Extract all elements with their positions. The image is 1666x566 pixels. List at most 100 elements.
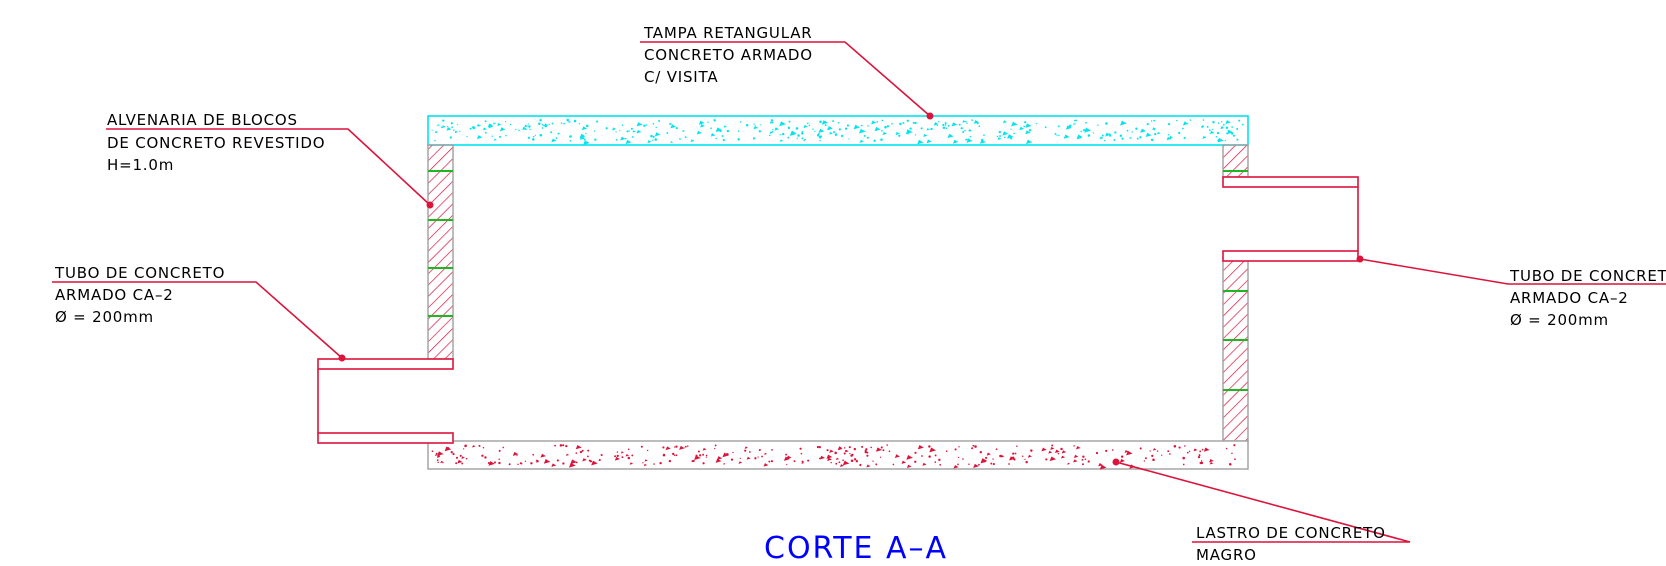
concrete-aggregate xyxy=(1097,124,1099,126)
concrete-aggregate xyxy=(675,445,678,448)
concrete-aggregate xyxy=(1087,134,1091,137)
concrete-aggregate xyxy=(979,451,982,454)
concrete-aggregate xyxy=(901,460,907,464)
concrete-aggregate xyxy=(905,129,913,135)
concrete-aggregate xyxy=(557,132,561,135)
concrete-aggregate xyxy=(763,463,769,467)
concrete-aggregate xyxy=(814,130,816,132)
concrete-aggregate xyxy=(1105,122,1108,125)
concrete-aggregate xyxy=(722,139,725,142)
concrete-aggregate xyxy=(1113,139,1116,141)
concrete-aggregate xyxy=(1182,463,1185,466)
concrete-aggregate xyxy=(455,456,459,459)
concrete-aggregate xyxy=(844,450,847,452)
concrete-aggregate xyxy=(895,131,900,136)
concrete-aggregate xyxy=(498,461,501,465)
concrete-aggregate xyxy=(707,121,709,123)
concrete-aggregate xyxy=(627,448,630,451)
concrete-aggregate xyxy=(1178,131,1181,135)
concrete-aggregate xyxy=(587,449,590,452)
concrete-aggregate xyxy=(978,463,980,466)
concrete-aggregate xyxy=(605,127,608,130)
concrete-aggregate xyxy=(818,133,820,135)
concrete-aggregate xyxy=(944,122,947,125)
concrete-aggregate xyxy=(1150,138,1154,142)
concrete-aggregate xyxy=(936,124,939,127)
concrete-aggregate xyxy=(525,128,527,131)
concrete-aggregate xyxy=(566,118,570,122)
concrete-aggregate xyxy=(1198,454,1201,457)
concrete-aggregate xyxy=(739,457,741,459)
concrete-aggregate xyxy=(933,122,938,126)
concrete-aggregate xyxy=(541,127,544,129)
concrete-aggregate xyxy=(1002,120,1008,124)
concrete-aggregate xyxy=(702,462,705,465)
concrete-aggregate xyxy=(1063,134,1070,139)
concrete-aggregate xyxy=(858,128,866,134)
concrete-aggregate xyxy=(793,460,796,463)
concrete-aggregate xyxy=(981,138,984,142)
concrete-aggregate xyxy=(459,130,461,132)
concrete-aggregate xyxy=(453,129,455,131)
lid-label-line3: C/ VISITA xyxy=(644,68,718,86)
concrete-aggregate xyxy=(801,137,804,140)
concrete-aggregate xyxy=(1233,444,1236,447)
concrete-aggregate xyxy=(1216,131,1220,135)
concrete-aggregate xyxy=(517,463,519,466)
concrete-aggregate xyxy=(1241,123,1244,126)
concrete-aggregate xyxy=(873,139,876,142)
concrete-aggregate xyxy=(1084,121,1087,124)
concrete-aggregate xyxy=(589,460,593,463)
concrete-aggregate xyxy=(1025,130,1031,135)
concrete-aggregate xyxy=(1176,119,1178,122)
concrete-aggregate xyxy=(1101,134,1104,137)
concrete-aggregate xyxy=(859,139,864,143)
concrete-aggregate xyxy=(449,136,452,139)
concrete-aggregate xyxy=(436,459,439,462)
concrete-aggregate xyxy=(710,127,712,130)
concrete-aggregate xyxy=(1082,128,1087,132)
concrete-aggregate xyxy=(962,120,966,123)
concrete-aggregate xyxy=(1199,450,1202,453)
concrete-aggregate xyxy=(1092,132,1094,134)
concrete-aggregate xyxy=(461,462,464,465)
concrete-aggregate xyxy=(620,451,624,454)
concrete-aggregate xyxy=(539,119,542,122)
concrete-aggregate xyxy=(1197,455,1201,459)
concrete-aggregate xyxy=(614,455,617,458)
concrete-aggregate xyxy=(477,124,482,127)
concrete-aggregate xyxy=(469,127,472,130)
concrete-aggregate xyxy=(1152,458,1155,462)
concrete-aggregate xyxy=(715,137,718,140)
right-pipe xyxy=(1222,176,1359,262)
concrete-aggregate xyxy=(711,133,714,136)
concrete-aggregate xyxy=(880,138,883,141)
concrete-aggregate xyxy=(670,140,674,144)
concrete-aggregate xyxy=(478,444,481,447)
concrete-aggregate xyxy=(675,127,678,130)
concrete-aggregate xyxy=(614,456,621,461)
concrete-aggregate xyxy=(532,138,535,141)
concrete-aggregate xyxy=(599,458,601,461)
concrete-aggregate xyxy=(1024,121,1027,124)
concrete-aggregate xyxy=(674,446,676,448)
concrete-aggregate xyxy=(1151,454,1154,457)
concrete-aggregate xyxy=(1061,455,1066,459)
concrete-aggregate xyxy=(673,454,676,456)
concrete-aggregate xyxy=(528,125,531,128)
concrete-aggregate xyxy=(1203,447,1210,452)
right-wall-masonry-lower xyxy=(1222,257,1249,442)
concrete-aggregate xyxy=(578,122,581,125)
concrete-aggregate xyxy=(625,137,627,140)
concrete-aggregate xyxy=(1161,454,1163,456)
concrete-aggregate xyxy=(1073,119,1076,122)
concrete-aggregate xyxy=(1076,135,1083,140)
concrete-aggregate xyxy=(957,456,960,459)
concrete-aggregate xyxy=(1048,450,1053,454)
concrete-aggregate xyxy=(1186,451,1189,454)
concrete-aggregate xyxy=(542,124,545,127)
concrete-aggregate xyxy=(764,452,768,455)
concrete-aggregate xyxy=(662,446,665,449)
concrete-aggregate xyxy=(1073,445,1075,447)
